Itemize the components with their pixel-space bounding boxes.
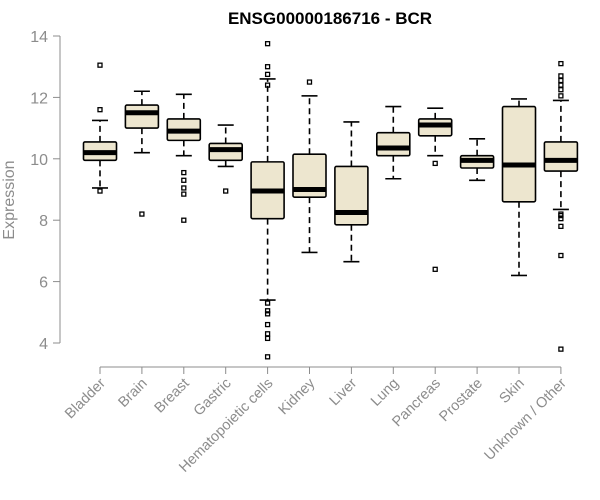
outlier-point — [558, 73, 564, 79]
iqr-box — [543, 141, 579, 172]
outlier-point — [558, 87, 564, 93]
iqr-box — [375, 131, 411, 157]
box-group — [208, 124, 243, 194]
x-tick-label: Breast — [152, 376, 193, 417]
x-tick-label: Liver — [327, 375, 361, 409]
outlier-point — [264, 331, 271, 337]
y-axis: 4 6 8 10 12 14 — [30, 29, 61, 353]
outlier-point — [264, 354, 271, 360]
y-tick-label: 14 — [30, 29, 48, 46]
box-group — [543, 60, 579, 352]
outlier-point — [181, 169, 187, 176]
plot-area — [82, 41, 579, 360]
outlier-point — [558, 223, 564, 229]
box-group — [82, 62, 118, 194]
box-group — [501, 98, 537, 277]
box-group — [459, 138, 495, 182]
x-tick-label: Skin — [497, 376, 528, 407]
box-group — [292, 79, 327, 254]
outlier-point — [264, 64, 271, 70]
y-axis-label: Expression — [1, 160, 18, 239]
outlier-point — [264, 82, 271, 88]
iqr-box — [124, 104, 160, 129]
y-tick-label: 8 — [39, 213, 48, 230]
box-group — [334, 121, 369, 263]
y-tick-label: 10 — [30, 152, 48, 169]
box-group — [417, 107, 453, 272]
x-tick-label: Kidney — [276, 375, 319, 418]
outlier-point — [181, 185, 187, 191]
outlier-point — [181, 191, 187, 197]
outlier-point — [558, 212, 564, 219]
box-group — [375, 105, 411, 180]
outlier-point — [264, 335, 271, 342]
outlier-point — [306, 79, 313, 85]
outlier-point — [223, 188, 229, 194]
outlier-point — [558, 216, 564, 222]
box-group — [166, 93, 202, 223]
outlier-point — [558, 60, 564, 67]
outlier-point — [264, 71, 271, 78]
box-group — [124, 90, 160, 217]
y-tick-label: 4 — [39, 336, 48, 353]
outlier-point — [97, 188, 103, 194]
outlier-point — [264, 308, 271, 314]
outlier-point — [97, 62, 103, 68]
outlier-point — [264, 311, 271, 317]
outlier-point — [432, 160, 438, 167]
outlier-point — [181, 217, 187, 223]
outlier-point — [264, 321, 271, 328]
iqr-box — [501, 105, 537, 203]
y-tick-label: 12 — [30, 90, 48, 107]
outlier-point — [558, 346, 564, 352]
iqr-box — [334, 165, 369, 226]
x-tick-label: Lung — [368, 376, 402, 410]
chart-title: ENSG00000186716 - BCR — [228, 9, 432, 28]
outlier-point — [558, 252, 564, 259]
outlier-point — [264, 41, 271, 47]
outlier-point — [558, 93, 564, 99]
outlier-point — [558, 82, 564, 88]
outlier-point — [264, 300, 271, 306]
x-tick-label: Bladder — [62, 375, 109, 422]
outlier-point — [97, 107, 103, 113]
box-group — [250, 41, 285, 360]
y-tick-label: 6 — [39, 275, 48, 292]
x-tick-label: Prostate — [436, 376, 485, 425]
x-tick-label: Brain — [115, 376, 150, 411]
outlier-point — [432, 266, 438, 272]
iqr-box — [292, 153, 327, 198]
outlier-point — [139, 211, 145, 217]
outlier-point — [558, 77, 564, 84]
outlier-point — [181, 177, 187, 183]
